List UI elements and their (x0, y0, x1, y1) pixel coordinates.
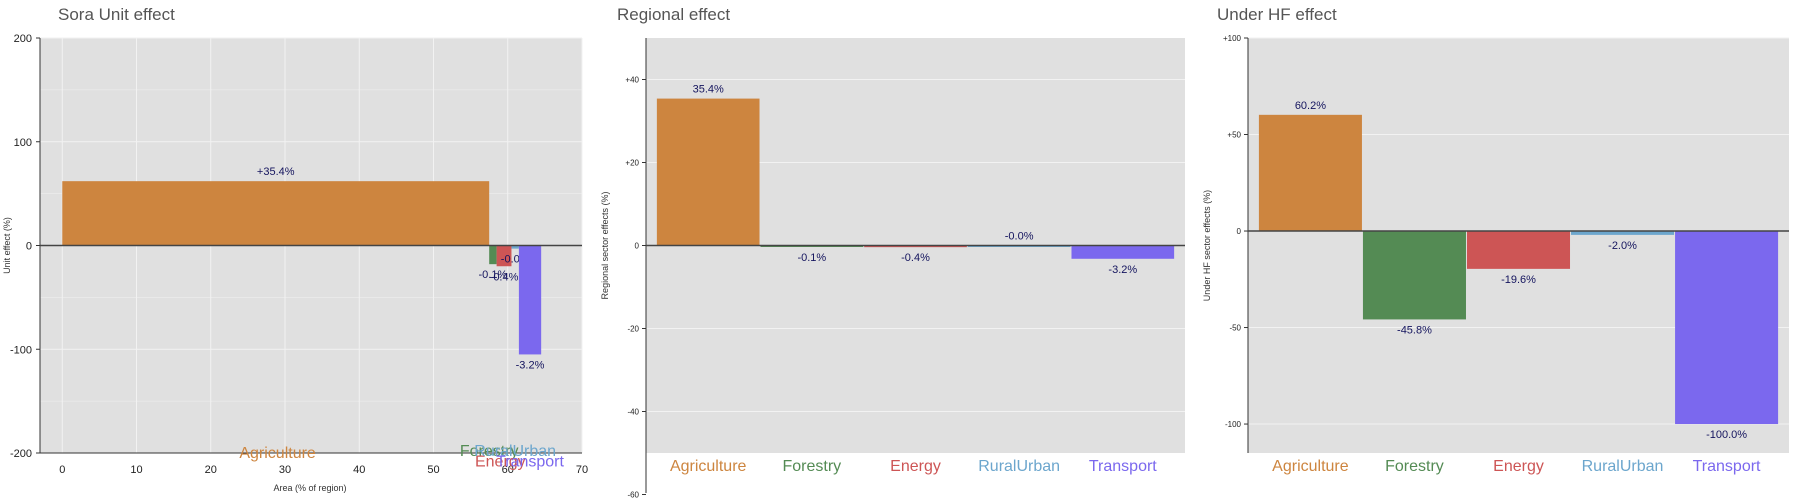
chart2-y-axis-label: Regional sector effects (%) (600, 192, 610, 300)
chart1-x-axis-label: Area (% of region) (273, 483, 346, 493)
chart2-ytick-label: -40 (627, 408, 639, 417)
chart3-data-label-agriculture: 60.2% (1295, 100, 1326, 112)
chart2-bar-transport (1071, 245, 1175, 259)
chart1-ytick-label: -100 (10, 344, 32, 356)
chart1-bar-agriculture (62, 181, 490, 246)
chart3-bar-transport (1675, 231, 1779, 425)
chart1-y-axis-label: Unit effect (%) (2, 217, 12, 274)
chart3-y-axis-label: Under HF sector effects (%) (1202, 190, 1212, 301)
chart3-category-label-forestry: Forestry (1385, 458, 1444, 475)
chart1-data-label-forestry: -0.1% (479, 269, 508, 281)
chart3-category-label-transport: Transport (1693, 458, 1761, 475)
chart3-data-label-ruralurban: -2.0% (1608, 240, 1637, 252)
chart1-data-label-energy: -0.4% (490, 271, 519, 283)
chart1-ytick-label: 0 (26, 241, 32, 253)
chart3-bar-energy (1466, 231, 1571, 269)
chart2-data-label-energy: -0.4% (901, 252, 930, 264)
chart1-xtick-label: 20 (205, 464, 217, 476)
chart3-title: Under HF effect (1217, 5, 1337, 24)
chart3-category-label-ruralurban: RuralUrban (1582, 458, 1664, 475)
chart2-bar-agriculture (656, 98, 760, 246)
chart2-data-label-agriculture: 35.4% (693, 84, 724, 96)
chart1-bar-forestry (489, 245, 497, 265)
chart3-ytick-label: -100 (1225, 420, 1242, 429)
chart1-category-label-forestry: Forestry (460, 443, 519, 460)
chart3-data-label-energy: -19.6% (1501, 274, 1536, 286)
chart3-ytick-label: -50 (1229, 324, 1241, 333)
chart2-ytick-label: -20 (627, 325, 639, 334)
chart2-data-label-ruralurban: -0.0% (1005, 231, 1034, 243)
chart1-title: Sora Unit effect (58, 5, 175, 24)
chart1-ytick-label: -200 (10, 448, 32, 460)
chart1-xtick-label: 60 (502, 464, 514, 476)
chart2-category-label-ruralurban: RuralUrban (978, 458, 1060, 475)
chart3-bar-agriculture (1258, 114, 1362, 232)
chart2-title: Regional effect (617, 5, 731, 24)
chart1-ytick-label: 200 (14, 33, 32, 45)
chart2-category-label-transport: Transport (1089, 458, 1157, 475)
chart2-ytick-label: -60 (627, 491, 639, 500)
chart3-bar-forestry (1362, 231, 1466, 320)
chart3-data-label-forestry: -45.8% (1397, 324, 1432, 336)
chart2-category-label-agriculture: Agriculture (670, 458, 747, 475)
chart2-category-label-forestry: Forestry (783, 458, 842, 475)
chart3-ytick-label: +100 (1223, 34, 1242, 43)
chart3-category-label-agriculture: Agriculture (1272, 458, 1349, 475)
chart3-bar-ruralurban (1571, 231, 1675, 235)
chart2-ytick-label: +40 (625, 76, 639, 85)
chart1-data-label-transport: -3.2% (516, 359, 545, 371)
chart1-xtick-label: 40 (353, 464, 365, 476)
chart2-ytick-label: +20 (625, 159, 639, 168)
chart1-ytick-label: 100 (14, 137, 32, 149)
chart1-category-label-agriculture: Agriculture (239, 445, 316, 462)
chart3-ytick-label: +50 (1227, 131, 1241, 140)
chart1-category-label-ruralurban: RuralUrban (474, 443, 556, 460)
chart1-xtick-label: 30 (279, 464, 291, 476)
chart1-xtick-label: 0 (59, 464, 65, 476)
chart2-data-label-forestry: -0.1% (797, 252, 826, 264)
chart3-ytick-label: 0 (1237, 227, 1242, 236)
chart1-xtick-label: 50 (427, 464, 439, 476)
chart2-bar-energy (864, 245, 967, 248)
chart1-bar-energy (496, 245, 512, 267)
chart2-data-label-transport: -3.2% (1108, 264, 1137, 276)
chart2-ytick-label: 0 (635, 242, 640, 251)
chart1-category-label-transport: Transport (496, 453, 564, 470)
chart1-xtick-label: 10 (130, 464, 142, 476)
chart1-xtick-label: 70 (576, 464, 588, 476)
chart1-bar-transport (518, 245, 542, 355)
chart1-data-label-agriculture: +35.4% (257, 166, 295, 178)
chart1-category-label-energy: Energy (475, 453, 526, 470)
chart1-bar-ruralurban (511, 245, 519, 249)
chart3-category-label-energy: Energy (1493, 458, 1544, 475)
chart2-category-label-energy: Energy (890, 458, 941, 475)
chart3-data-label-transport: -100.0% (1706, 429, 1747, 441)
